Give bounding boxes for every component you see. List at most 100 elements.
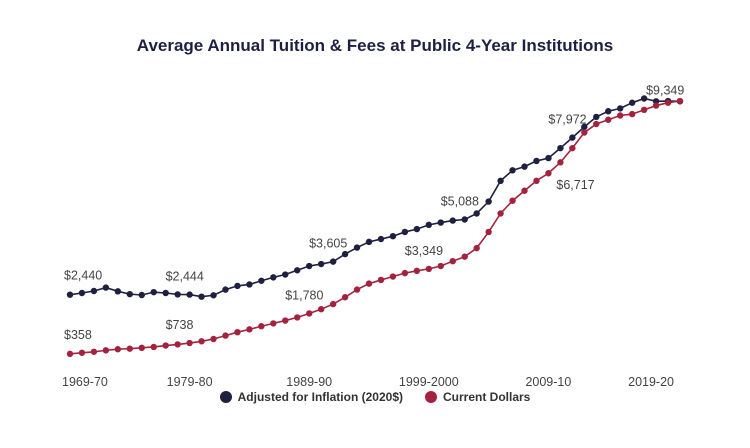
data-point-current-dollars[interactable] [234, 328, 241, 336]
data-point-adjusted-for-inflation-2020[interactable] [605, 108, 612, 115]
data-point-adjusted-for-inflation-2020[interactable] [126, 290, 133, 298]
data-point-adjusted-for-inflation-2020[interactable] [365, 238, 373, 246]
data-point-current-dollars[interactable] [485, 228, 492, 236]
data-point-current-dollars[interactable] [605, 116, 612, 123]
data-point-current-dollars[interactable] [138, 344, 145, 352]
data-point-adjusted-for-inflation-2020[interactable] [461, 216, 468, 223]
data-point-adjusted-for-inflation-2020[interactable] [581, 123, 588, 131]
data-point-current-dollars[interactable] [90, 348, 98, 355]
data-point-current-dollars[interactable] [377, 276, 385, 284]
data-point-adjusted-for-inflation-2020[interactable] [617, 105, 624, 112]
data-point-adjusted-for-inflation-2020[interactable] [533, 157, 540, 165]
data-point-current-dollars[interactable] [222, 332, 229, 339]
data-point-current-dollars[interactable] [294, 314, 301, 321]
data-point-adjusted-for-inflation-2020[interactable] [138, 291, 145, 299]
data-point-adjusted-for-inflation-2020[interactable] [449, 217, 456, 224]
data-point-current-dollars[interactable] [210, 335, 217, 343]
data-point-current-dollars[interactable] [617, 112, 624, 119]
legend-item-current-dollars[interactable]: Current Dollars [425, 390, 530, 404]
data-point-adjusted-for-inflation-2020[interactable] [401, 228, 409, 236]
data-point-current-dollars[interactable] [389, 273, 397, 280]
data-point-current-dollars[interactable] [258, 323, 265, 330]
data-point-current-dollars[interactable] [425, 265, 433, 273]
data-point-current-dollars[interactable] [306, 310, 313, 317]
data-point-adjusted-for-inflation-2020[interactable] [150, 288, 157, 296]
data-point-adjusted-for-inflation-2020[interactable] [437, 219, 444, 226]
legend-item-inflation-adjusted[interactable]: Adjusted for Inflation (2020$) [219, 390, 403, 404]
data-point-current-dollars[interactable] [509, 197, 516, 204]
data-point-current-dollars[interactable] [317, 305, 325, 313]
data-point-adjusted-for-inflation-2020[interactable] [306, 262, 313, 270]
data-point-adjusted-for-inflation-2020[interactable] [222, 286, 229, 293]
data-point-adjusted-for-inflation-2020[interactable] [66, 291, 74, 298]
data-point-adjusted-for-inflation-2020[interactable] [628, 99, 636, 106]
data-point-current-dollars[interactable] [186, 339, 193, 347]
data-point-current-dollars[interactable] [497, 210, 504, 217]
data-point-adjusted-for-inflation-2020[interactable] [341, 250, 349, 258]
data-point-adjusted-for-inflation-2020[interactable] [317, 260, 325, 268]
data-point-adjusted-for-inflation-2020[interactable] [485, 198, 492, 205]
data-point-current-dollars[interactable] [593, 120, 600, 128]
data-point-adjusted-for-inflation-2020[interactable] [234, 282, 241, 290]
data-point-adjusted-for-inflation-2020[interactable] [557, 144, 564, 152]
data-point-current-dollars[interactable] [557, 159, 564, 166]
data-point-adjusted-for-inflation-2020[interactable] [210, 292, 217, 299]
data-point-current-dollars[interactable] [461, 253, 468, 260]
data-point-adjusted-for-inflation-2020[interactable] [640, 95, 648, 102]
data-point-adjusted-for-inflation-2020[interactable] [545, 154, 552, 162]
data-point-adjusted-for-inflation-2020[interactable] [246, 281, 253, 288]
data-point-adjusted-for-inflation-2020[interactable] [282, 271, 289, 278]
data-point-current-dollars[interactable] [449, 257, 456, 265]
data-point-current-dollars[interactable] [329, 300, 337, 308]
data-point-current-dollars[interactable] [270, 320, 277, 327]
data-point-current-dollars[interactable] [437, 262, 444, 270]
data-point-current-dollars[interactable] [198, 338, 205, 345]
data-point-adjusted-for-inflation-2020[interactable] [509, 167, 516, 174]
data-point-current-dollars[interactable] [150, 343, 157, 351]
data-point-adjusted-for-inflation-2020[interactable] [114, 288, 122, 295]
data-point-current-dollars[interactable] [413, 267, 421, 275]
data-point-current-dollars[interactable] [581, 129, 588, 136]
data-point-current-dollars[interactable] [102, 347, 110, 354]
data-point-current-dollars[interactable] [676, 97, 684, 105]
data-point-current-dollars[interactable] [114, 346, 122, 353]
data-point-current-dollars[interactable] [652, 102, 660, 109]
data-point-adjusted-for-inflation-2020[interactable] [521, 163, 528, 170]
data-point-current-dollars[interactable] [246, 326, 253, 333]
data-point-adjusted-for-inflation-2020[interactable] [593, 113, 600, 121]
data-point-adjusted-for-inflation-2020[interactable] [270, 274, 277, 281]
data-point-current-dollars[interactable] [162, 342, 169, 349]
data-point-adjusted-for-inflation-2020[interactable] [186, 291, 193, 298]
data-point-adjusted-for-inflation-2020[interactable] [78, 289, 86, 297]
data-point-current-dollars[interactable] [66, 350, 74, 358]
data-point-adjusted-for-inflation-2020[interactable] [353, 244, 361, 251]
data-point-adjusted-for-inflation-2020[interactable] [294, 267, 301, 274]
data-point-current-dollars[interactable] [401, 269, 409, 277]
data-point-current-dollars[interactable] [473, 244, 480, 252]
data-point-current-dollars[interactable] [569, 144, 576, 152]
data-point-adjusted-for-inflation-2020[interactable] [162, 289, 169, 297]
data-point-adjusted-for-inflation-2020[interactable] [174, 291, 181, 298]
data-point-adjusted-for-inflation-2020[interactable] [329, 258, 337, 265]
data-point-adjusted-for-inflation-2020[interactable] [413, 225, 421, 233]
data-point-current-dollars[interactable] [174, 341, 181, 348]
data-point-adjusted-for-inflation-2020[interactable] [425, 221, 433, 229]
data-point-adjusted-for-inflation-2020[interactable] [377, 235, 385, 243]
data-point-current-dollars[interactable] [365, 280, 373, 287]
data-point-adjusted-for-inflation-2020[interactable] [389, 233, 397, 240]
data-point-current-dollars[interactable] [341, 294, 349, 301]
data-point-adjusted-for-inflation-2020[interactable] [497, 177, 504, 185]
data-point-current-dollars[interactable] [353, 286, 361, 293]
data-point-current-dollars[interactable] [664, 99, 672, 106]
data-point-adjusted-for-inflation-2020[interactable] [258, 277, 265, 284]
data-point-adjusted-for-inflation-2020[interactable] [102, 284, 110, 291]
data-point-adjusted-for-inflation-2020[interactable] [569, 134, 576, 141]
data-point-adjusted-for-inflation-2020[interactable] [473, 210, 480, 217]
data-point-current-dollars[interactable] [640, 106, 648, 114]
data-point-current-dollars[interactable] [545, 170, 552, 177]
data-point-current-dollars[interactable] [533, 177, 540, 185]
data-point-adjusted-for-inflation-2020[interactable] [198, 293, 205, 300]
data-point-adjusted-for-inflation-2020[interactable] [90, 287, 98, 295]
data-point-current-dollars[interactable] [126, 345, 133, 352]
data-point-current-dollars[interactable] [282, 317, 289, 324]
